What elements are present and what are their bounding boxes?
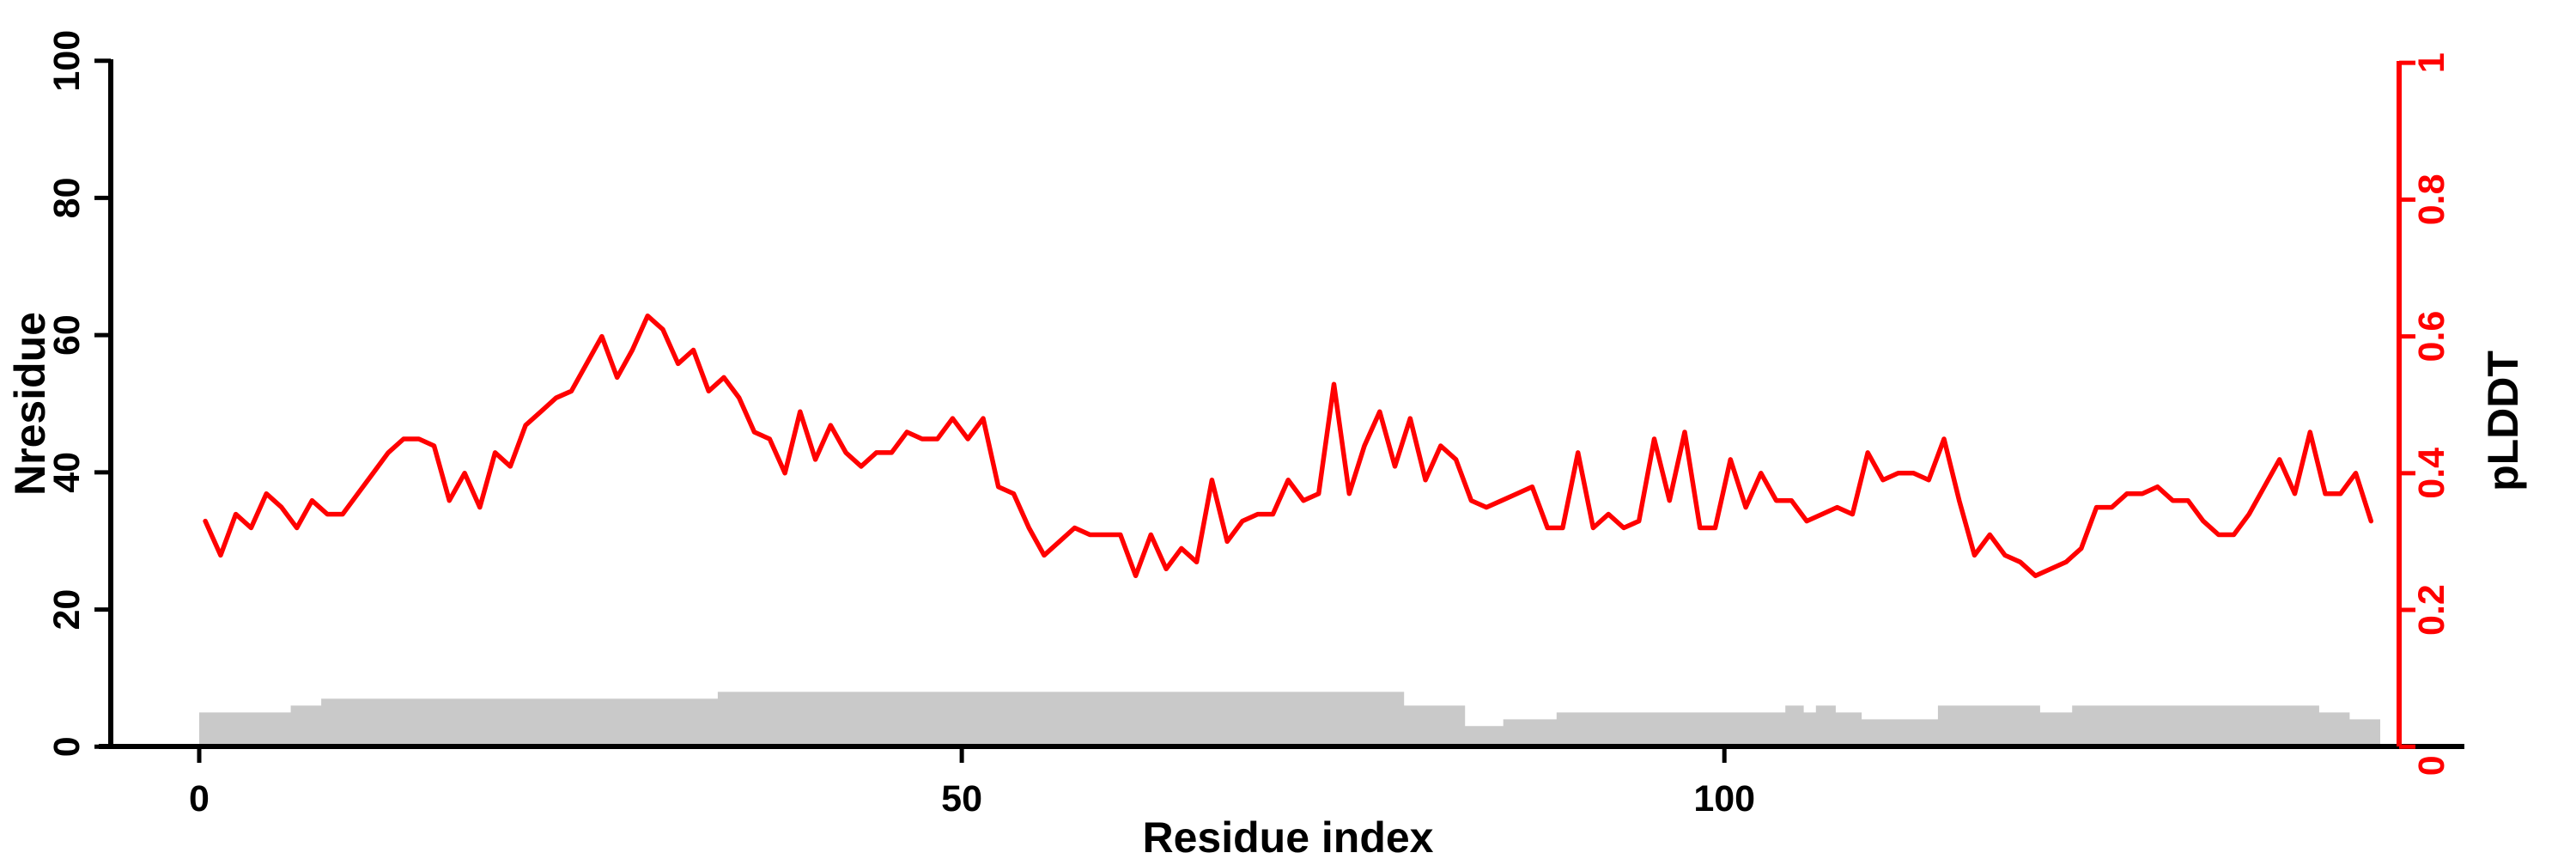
x-tick-label: 50 xyxy=(941,778,982,819)
right-tick-label: 0.2 xyxy=(2411,584,2452,636)
right-tick-label: 0.6 xyxy=(2411,311,2452,362)
nresidue-step-area xyxy=(199,691,2380,747)
left-tick-label: 40 xyxy=(46,452,88,493)
x-tick-label: 0 xyxy=(189,778,210,819)
plddt-line-series xyxy=(203,313,2374,579)
right-tick-label: 0.4 xyxy=(2411,448,2452,499)
left-axis-ticks: 0 20 40 60 80 100 xyxy=(46,30,111,757)
right-tick-label: 0.8 xyxy=(2411,174,2452,225)
x-axis-title: Residue index xyxy=(1143,813,1434,859)
left-y-axis-title: Nresidue xyxy=(6,312,54,496)
right-tick-label: 0 xyxy=(2411,755,2452,776)
x-axis-ticks: 0 50 100 xyxy=(189,746,1755,819)
right-axis-ticks: 0 0.2 0.4 0.6 0.8 1 xyxy=(2399,52,2452,776)
left-tick-label: 20 xyxy=(46,589,88,631)
left-tick-label: 60 xyxy=(46,314,88,356)
left-tick-label: 80 xyxy=(46,177,88,218)
left-tick-label: 100 xyxy=(46,30,88,92)
right-y-axis-title: pLDDT xyxy=(2479,350,2527,491)
x-tick-label: 100 xyxy=(1693,778,1755,819)
left-tick-label: 0 xyxy=(46,736,88,757)
right-tick-label: 1 xyxy=(2411,52,2452,73)
